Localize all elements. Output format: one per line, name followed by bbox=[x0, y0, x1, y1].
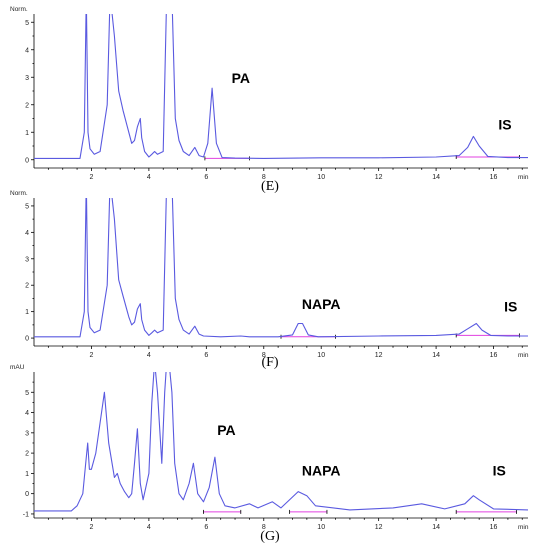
y-axis-unit: Norm. bbox=[10, 190, 28, 197]
panel-caption: (F) bbox=[261, 355, 278, 370]
y-axis-unit: Norm. bbox=[10, 6, 28, 13]
x-tick-label: 6 bbox=[204, 352, 208, 359]
chromatogram-trace bbox=[34, 372, 528, 512]
x-tick-label: 6 bbox=[204, 174, 208, 181]
panel-caption: (E) bbox=[261, 179, 279, 194]
x-tick-label: 4 bbox=[147, 524, 151, 531]
x-axis-unit: min bbox=[518, 524, 529, 531]
peak-label: PA bbox=[232, 70, 250, 86]
x-tick-label: 16 bbox=[490, 524, 498, 531]
peak-label: IS bbox=[498, 117, 511, 133]
x-axis-unit: min bbox=[518, 352, 529, 359]
x-tick-label: 2 bbox=[89, 352, 93, 359]
x-tick-label: 10 bbox=[317, 524, 325, 531]
y-tick-label: 2 bbox=[25, 283, 29, 290]
y-tick-label: 3 bbox=[25, 75, 29, 82]
y-tick-label: 3 bbox=[25, 430, 29, 437]
x-tick-label: 10 bbox=[317, 352, 325, 359]
x-tick-label: 8 bbox=[262, 174, 266, 181]
peak-label: IS bbox=[504, 299, 517, 315]
x-tick-label: 14 bbox=[432, 524, 440, 531]
peak-label: IS bbox=[493, 462, 506, 478]
chromatogram-trace bbox=[34, 14, 528, 159]
y-tick-label: 5 bbox=[25, 203, 29, 210]
x-tick-label: 16 bbox=[490, 174, 498, 181]
panel-caption: (G) bbox=[260, 529, 280, 544]
x-tick-label: 4 bbox=[147, 352, 151, 359]
x-tick-label: 2 bbox=[89, 524, 93, 531]
y-tick-label: 0 bbox=[25, 157, 29, 164]
x-tick-label: 12 bbox=[375, 524, 383, 531]
y-tick-label: 3 bbox=[25, 256, 29, 263]
x-axis-unit: min bbox=[518, 174, 529, 181]
y-tick-label: 0 bbox=[25, 491, 29, 498]
y-tick-label: 1 bbox=[25, 309, 29, 316]
x-tick-label: 4 bbox=[147, 174, 151, 181]
y-tick-label: -1 bbox=[23, 511, 29, 518]
x-tick-label: 2 bbox=[89, 174, 93, 181]
x-tick-label: 14 bbox=[432, 352, 440, 359]
y-tick-label: 1 bbox=[25, 130, 29, 137]
peak-label: PA bbox=[217, 422, 235, 438]
chromatogram-trace bbox=[34, 198, 528, 338]
x-tick-label: 12 bbox=[375, 352, 383, 359]
y-tick-label: 4 bbox=[25, 47, 29, 54]
y-tick-label: 5 bbox=[25, 390, 29, 397]
y-axis-unit: mAU bbox=[10, 364, 25, 371]
y-tick-label: 4 bbox=[25, 230, 29, 237]
peak-label: NAPA bbox=[302, 462, 341, 478]
x-tick-label: 8 bbox=[262, 352, 266, 359]
x-tick-label: 8 bbox=[262, 524, 266, 531]
y-tick-label: 2 bbox=[25, 102, 29, 109]
x-tick-label: 12 bbox=[375, 174, 383, 181]
y-tick-label: 5 bbox=[25, 20, 29, 27]
x-tick-label: 6 bbox=[204, 524, 208, 531]
x-tick-label: 16 bbox=[490, 352, 498, 359]
y-tick-label: 2 bbox=[25, 451, 29, 458]
y-tick-label: 4 bbox=[25, 410, 29, 417]
y-tick-label: 1 bbox=[25, 471, 29, 478]
x-tick-label: 14 bbox=[432, 174, 440, 181]
y-tick-label: 0 bbox=[25, 336, 29, 343]
x-tick-label: 10 bbox=[317, 174, 325, 181]
peak-label: NAPA bbox=[302, 296, 341, 312]
